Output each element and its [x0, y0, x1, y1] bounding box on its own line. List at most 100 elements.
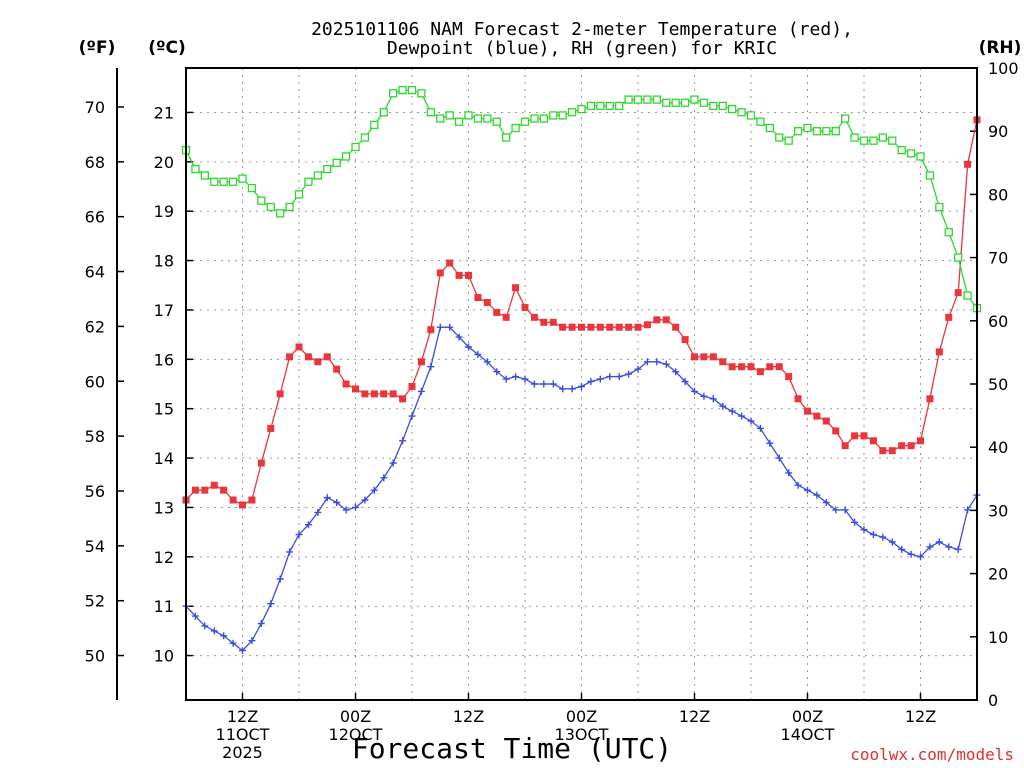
dewpoint-point	[869, 531, 877, 539]
dewpoint-point	[606, 373, 614, 381]
dewpoint-point	[898, 545, 906, 553]
celsius-tick-label: 17	[154, 301, 174, 320]
temperature-point	[832, 427, 840, 435]
grid-lines	[186, 68, 977, 700]
rh-point	[633, 95, 643, 104]
dewpoint-point	[540, 380, 548, 388]
dewpoint-point	[738, 412, 746, 420]
fahrenheit-axis: 50 52 54 56 58 60 62 64 66 68 70	[85, 98, 124, 666]
rh-tick-label: 100	[988, 59, 1019, 78]
temperature-point	[691, 353, 698, 361]
time-tick-label: 11OCT	[216, 725, 270, 744]
dewpoint-point	[502, 375, 510, 383]
rh-point	[464, 111, 473, 120]
dewpoint-point	[210, 627, 218, 635]
dewpoint-point	[709, 395, 717, 403]
temperature-point	[540, 318, 548, 326]
rh-point	[228, 177, 238, 186]
temperature-point	[568, 323, 576, 331]
rh-point	[793, 127, 803, 136]
dewpoint-point	[286, 548, 294, 556]
dewpoint-point	[766, 439, 774, 447]
temperature-point	[869, 437, 877, 445]
dewpoint-point	[427, 363, 435, 371]
rh-point	[341, 152, 351, 161]
dewpoint-point	[248, 637, 256, 645]
temperature-point	[775, 363, 783, 371]
dewpoint-point	[361, 496, 369, 504]
dewpoint-point	[474, 350, 482, 358]
rh-point	[586, 101, 596, 111]
dewpoint-point	[417, 387, 425, 395]
time-tick-label: 00Z	[566, 707, 597, 726]
temperature-point	[483, 299, 491, 307]
temperature-point	[286, 353, 294, 361]
temperature-point	[606, 323, 614, 331]
rh-tick-label: 50	[988, 375, 1008, 394]
rh-point	[831, 127, 840, 136]
temperature-point	[860, 432, 868, 440]
dewpoint-series	[182, 323, 981, 655]
temperature-point	[380, 390, 388, 398]
rh-point	[247, 183, 257, 193]
rh-point	[219, 177, 228, 186]
fahrenheit-unit-label: (ºF)	[79, 38, 116, 58]
temperature-point	[935, 348, 943, 356]
temperature-point	[954, 289, 962, 297]
dewpoint-point	[333, 499, 341, 506]
rh-point	[407, 85, 417, 95]
temperature-point	[672, 323, 680, 331]
rh-point	[294, 190, 304, 199]
temperature-point	[907, 442, 915, 450]
rh-point	[200, 171, 209, 180]
temperature-point	[822, 417, 830, 425]
dewpoint-point	[380, 474, 388, 482]
credit-text: coolwx.com/models	[850, 745, 1014, 764]
celsius-unit-label: (ºC)	[148, 38, 186, 58]
rh-point	[483, 114, 492, 123]
temperature-point	[201, 486, 209, 494]
rh-point	[954, 253, 963, 262]
dewpoint-point	[728, 407, 736, 415]
rh-point	[596, 101, 605, 111]
dewpoint-point	[945, 543, 953, 551]
dewpoint-point	[785, 469, 793, 477]
temperature-point	[370, 390, 378, 398]
dewpoint-point	[907, 550, 915, 558]
rh-point	[304, 177, 313, 186]
time-tick-label: 12OCT	[329, 725, 383, 744]
rh-point	[869, 136, 878, 145]
temperature-point	[549, 318, 557, 326]
dewpoint-point	[352, 503, 359, 511]
rh-point	[454, 117, 464, 126]
rh-point	[492, 117, 501, 126]
dewpoint-point	[483, 358, 491, 366]
rh-tick-label: 0	[988, 691, 998, 710]
rh-point	[906, 149, 916, 158]
celsius-tick-label: 19	[154, 202, 174, 221]
rh-tick-label: 90	[988, 122, 1008, 141]
temperature-point	[333, 365, 341, 373]
temperature-point	[888, 447, 896, 455]
rh-point	[756, 117, 765, 126]
rh-point	[558, 111, 567, 120]
rh-point	[210, 177, 219, 186]
rh-point	[530, 114, 539, 123]
dewpoint-point	[455, 333, 463, 341]
temperature-point	[191, 486, 199, 494]
rh-point	[737, 108, 746, 117]
time-tick-label: 2025	[222, 743, 263, 762]
temperature-point	[512, 284, 520, 292]
rh-point	[897, 146, 906, 155]
temperature-point	[747, 363, 755, 371]
chart-title-line-1: 2025101106 NAM Forecast 2-meter Temperat…	[311, 19, 853, 40]
fahrenheit-tick-label: 54	[85, 537, 105, 556]
temperature-point	[879, 447, 887, 455]
dewpoint-point	[389, 459, 397, 467]
dewpoint-point	[719, 402, 727, 410]
dewpoint-point	[747, 417, 755, 425]
rh-point	[605, 101, 614, 111]
temperature-point	[559, 323, 567, 331]
temperature-point	[304, 353, 312, 361]
celsius-axis: 10 11 12 13 14 15 16 17 18 19 20 21	[154, 103, 193, 666]
